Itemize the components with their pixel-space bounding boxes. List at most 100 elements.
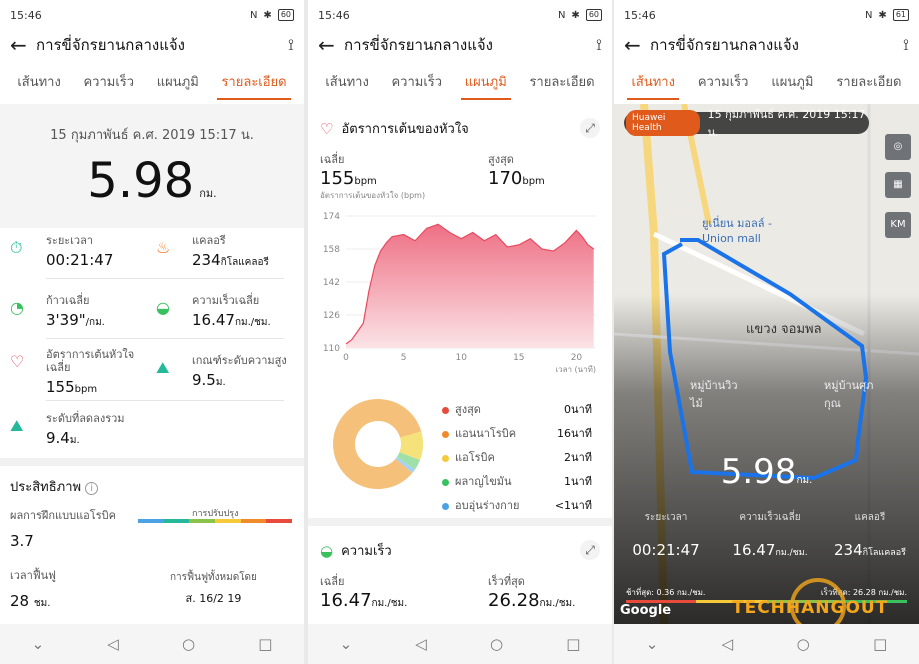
zone-dot bbox=[442, 478, 449, 486]
status-time: 15:46 bbox=[10, 8, 42, 22]
nav-recents-icon[interactable]: □ bbox=[566, 635, 581, 653]
back-arrow-icon[interactable]: ← bbox=[318, 33, 335, 57]
heart-rate-icon: ♡ bbox=[10, 352, 25, 371]
tab-speed[interactable]: ความเร็ว bbox=[83, 74, 135, 90]
route-path bbox=[661, 238, 869, 481]
tab-route[interactable]: เส้นทาง bbox=[325, 74, 369, 90]
nav-down-icon[interactable]: ⌄ bbox=[31, 635, 45, 653]
metric-duration: ⏱ ระยะเวลา 00:21:47 bbox=[10, 234, 114, 269]
metric-pace: ◔ ก้าวเฉลี่ย 3'39"/กม. bbox=[10, 294, 105, 329]
aerobic-effect: ผลการฝึกแบบแอโรบิค 3.7 การปรับปรุง bbox=[10, 506, 294, 550]
nav-back-icon[interactable]: ◁ bbox=[107, 635, 119, 653]
route-screen: 15:46 N ✱ 61 ← การขี่จักรยานกลางแจ้ง ⟟ เส้… bbox=[614, 0, 919, 664]
total-distance: 5.98 กม. bbox=[0, 153, 304, 209]
place-district: แขวง จอมพล bbox=[746, 322, 822, 337]
bluetooth-icon: ✱ bbox=[263, 9, 272, 21]
tab-details[interactable]: รายละเอียด bbox=[836, 74, 902, 90]
nav-home-icon[interactable]: ○ bbox=[489, 635, 504, 653]
nav-recents-icon[interactable]: □ bbox=[873, 635, 888, 653]
nav-down-icon[interactable]: ⌄ bbox=[645, 635, 659, 653]
huawei-health-badge: Huawei Health bbox=[626, 110, 700, 136]
info-icon[interactable]: i bbox=[85, 482, 99, 495]
app-title: การขี่จักรยานกลางแจ้ง bbox=[36, 36, 186, 54]
pace-gauge-icon: ◔ bbox=[10, 298, 24, 317]
metric-calories: ♨ แคลอรี 234กิโลแคลอรี bbox=[156, 234, 269, 269]
full-recovery: การฟื้นฟูทั้งหมดโดย ส. 16/2 19 bbox=[170, 572, 257, 605]
route-duration: ระยะเวลา 00:21:47 bbox=[632, 512, 700, 559]
watermark: TECHHANGOUT bbox=[732, 598, 889, 618]
pill-date: 15 กุมภาพันธ์ ค.ศ. 2019 15:17 น. bbox=[707, 108, 866, 139]
tab-route[interactable]: เส้นทาง bbox=[17, 74, 61, 90]
max-speed: เร็วที่สุด 26.28กม./ชม. bbox=[488, 575, 576, 611]
nav-back-icon[interactable]: ◁ bbox=[415, 635, 427, 653]
metric-avg-speed: ◒ ความเร็วเฉลี่ย 16.47กม./ชม. bbox=[156, 294, 271, 329]
back-arrow-icon[interactable]: ← bbox=[10, 33, 27, 57]
heart-rate-area bbox=[346, 224, 594, 348]
route-map[interactable]: Huawei Health 15 กุมภาพันธ์ ค.ศ. 2019 15… bbox=[614, 104, 919, 624]
chart-y-caption: อัตราการเต้นของหัวใจ (bpm) bbox=[320, 191, 426, 200]
place-union-mall: ยูเนี่ยน มอลล์ - Union mall bbox=[702, 217, 772, 245]
tab-speed[interactable]: ความเร็ว bbox=[391, 74, 443, 90]
x-axis-label: เวลา (นาที) bbox=[555, 365, 596, 374]
bluetooth-icon: ✱ bbox=[878, 9, 887, 21]
tab-details[interactable]: รายละเอียด bbox=[529, 74, 595, 90]
workout-date: 15 กุมภาพันธ์ ค.ศ. 2019 15:17 น. bbox=[50, 128, 254, 143]
nav-recents-icon[interactable]: □ bbox=[258, 635, 273, 653]
map-layer-icon[interactable]: ▦ bbox=[885, 172, 911, 198]
y-tick-label: 142 bbox=[323, 278, 340, 288]
tab-bar: เส้นทาง ความเร็ว แผนภูมิ รายละเอียด bbox=[0, 60, 304, 102]
expand-speed-chart-icon[interactable]: ⤢ bbox=[580, 540, 600, 560]
tab-chart[interactable]: แผนภูมิ bbox=[460, 63, 511, 100]
google-logo: Google bbox=[620, 603, 672, 618]
efficiency-title: ประสิทธิภาพ i bbox=[10, 476, 99, 497]
aerobic-scale-bar bbox=[138, 519, 293, 523]
route-icon[interactable]: ⟟ bbox=[596, 35, 602, 54]
tab-chart[interactable]: แผนภูมิ bbox=[156, 74, 199, 90]
slowest-speed: ช้าที่สุด: 0.36 กม./ชม. bbox=[626, 588, 706, 597]
nav-back-icon[interactable]: ◁ bbox=[721, 635, 734, 653]
route-icon[interactable]: ⟟ bbox=[288, 35, 294, 54]
nfc-icon: N bbox=[864, 9, 873, 21]
x-tick-label: 15 bbox=[513, 353, 524, 363]
speedometer-icon: ◒ bbox=[156, 298, 170, 317]
avg-heart-rate: เฉลี่ย 155bpm อัตราการเต้นของหัวใจ (bpm) bbox=[320, 153, 426, 200]
nav-down-icon[interactable]: ⌄ bbox=[339, 635, 353, 653]
battery-icon: 60 bbox=[585, 9, 602, 21]
charts-screen: 15:46 N ✱ 60 ← การขี่จักรยานกลางแจ้ง ⟟ เส้… bbox=[308, 0, 612, 664]
recovery-time: เวลาฟื้นฟู 28 ชม. การฟื้นฟูทั้งหมดโดย ส.… bbox=[10, 569, 257, 610]
y-tick-label: 126 bbox=[323, 311, 340, 321]
locate-icon[interactable]: ◎ bbox=[885, 134, 911, 160]
y-tick-label: 110 bbox=[323, 344, 340, 354]
x-tick-label: 10 bbox=[455, 353, 467, 363]
tab-speed[interactable]: ความเร็ว bbox=[697, 74, 749, 90]
route-avg-speed: ความเร็วเฉลี่ย 16.47กม./ชม. bbox=[732, 512, 808, 559]
zone-row: สูงสุด 0นาที bbox=[442, 400, 592, 418]
status-time: 15:46 bbox=[318, 8, 350, 22]
nav-home-icon[interactable]: ○ bbox=[181, 635, 196, 653]
km-toggle-button[interactable]: KM bbox=[885, 212, 911, 238]
expand-heart-chart-icon[interactable]: ⤢ bbox=[580, 118, 600, 138]
app-bar: ← การขี่จักรยานกลางแจ้ง ⟟ bbox=[308, 30, 612, 60]
zone-row: แอโรบิค 2นาที bbox=[442, 448, 592, 466]
route-icon[interactable]: ⟟ bbox=[903, 35, 909, 54]
nav-home-icon[interactable]: ○ bbox=[796, 635, 810, 653]
x-tick-label: 5 bbox=[401, 353, 407, 363]
heart-rate-card-title: ♡ อัตราการเต้นของหัวใจ bbox=[320, 119, 469, 138]
x-tick-label: 20 bbox=[571, 353, 583, 363]
status-time: 15:46 bbox=[624, 8, 656, 22]
tab-chart[interactable]: แผนภูมิ bbox=[771, 74, 814, 90]
metric-elevation-loss: ⛰ ระดับที่ลดลงรวม 9.4ม. bbox=[10, 412, 125, 447]
metric-elevation-gain: ⛰ เกณฑ์ระดับความสูง 9.5ม. bbox=[156, 354, 287, 389]
zone-row: อบอุ่นร่างกาย <1นาที bbox=[442, 496, 592, 514]
zone-donut-chart bbox=[333, 399, 423, 489]
status-bar: 15:46 N ✱ 61 bbox=[614, 0, 919, 30]
heart-rate-icon: ♡ bbox=[320, 119, 334, 138]
tab-details[interactable]: รายละเอียด bbox=[217, 63, 291, 100]
tab-route[interactable]: เส้นทาง bbox=[627, 63, 680, 100]
heart-rate-chart: 110 126 142 158 174 0 5 10 15 20 เวลา (นาที) bbox=[323, 212, 596, 374]
back-arrow-icon[interactable]: ← bbox=[624, 33, 641, 57]
system-nav-bar: ⌄ ◁ ○ □ bbox=[0, 624, 304, 664]
climb-icon: ⛰ bbox=[156, 358, 170, 377]
app-bar: ← การขี่จักรยานกลางแจ้ง ⟟ bbox=[614, 30, 919, 60]
avg-speed: เฉลี่ย 16.47กม./ชม. bbox=[320, 575, 408, 611]
